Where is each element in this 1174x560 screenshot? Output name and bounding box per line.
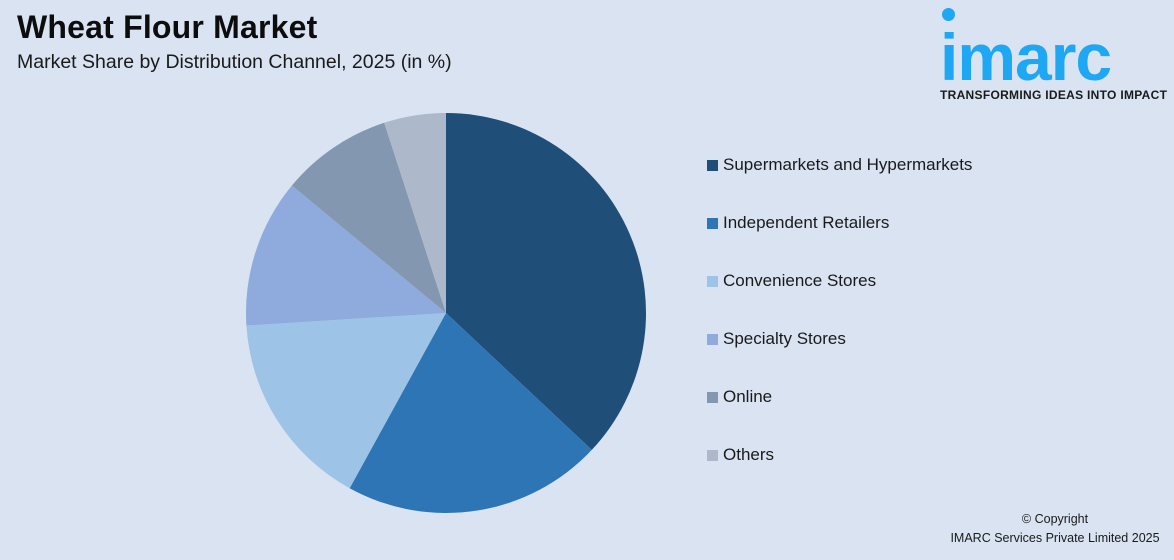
copyright-notice: © Copyright IMARC Services Private Limit… [900, 510, 1174, 548]
pie-slice-online [291, 122, 446, 313]
legend-item-supermarkets-and-hypermarkets: Supermarkets and Hypermarkets [707, 150, 972, 180]
chart-title: Wheat Flour Market [17, 9, 318, 45]
legend-item-independent-retailers: Independent Retailers [707, 208, 889, 238]
copyright-line-2: IMARC Services Private Limited 2025 [950, 531, 1160, 545]
legend-swatch-icon [707, 391, 718, 403]
legend-label: Specialty Stores [723, 329, 846, 348]
legend-swatch-icon [707, 217, 718, 229]
pie-chart [246, 113, 646, 513]
legend-label: Independent Retailers [723, 213, 890, 232]
logo-dot-icon [942, 8, 955, 21]
legend-swatch-icon [707, 159, 718, 171]
legend-item-others: Others [707, 440, 774, 470]
legend-label: Supermarkets and Hypermarkets [723, 155, 973, 174]
chart-subtitle: Market Share by Distribution Channel, 20… [17, 51, 452, 73]
legend-swatch-icon [707, 333, 718, 345]
copyright-line-1: © Copyright [1021, 512, 1089, 526]
legend-item-online: Online [707, 382, 772, 412]
pie-slice-others [384, 113, 446, 313]
pie-slice-convenience-stores [246, 313, 446, 489]
pie-slice-independent-retailers [349, 313, 592, 513]
legend-swatch-icon [707, 449, 718, 461]
legend-label: Online [723, 387, 773, 406]
legend-label: Convenience Stores [723, 271, 877, 290]
pie-slice-supermarkets-and-hypermarkets [446, 113, 646, 450]
imarc-logo: imarc TRANSFORMING IDEAS INTO IMPACT [936, 6, 1168, 106]
legend-label: Others [723, 445, 775, 464]
logo-wordmark: imarc [940, 20, 1112, 94]
pie-slice-specialty-stores [246, 185, 446, 326]
legend-swatch-icon [707, 275, 718, 287]
legend-item-specialty-stores: Specialty Stores [707, 324, 846, 354]
legend-item-convenience-stores: Convenience Stores [707, 266, 876, 296]
logo-tagline: TRANSFORMING IDEAS INTO IMPACT [940, 88, 1168, 102]
